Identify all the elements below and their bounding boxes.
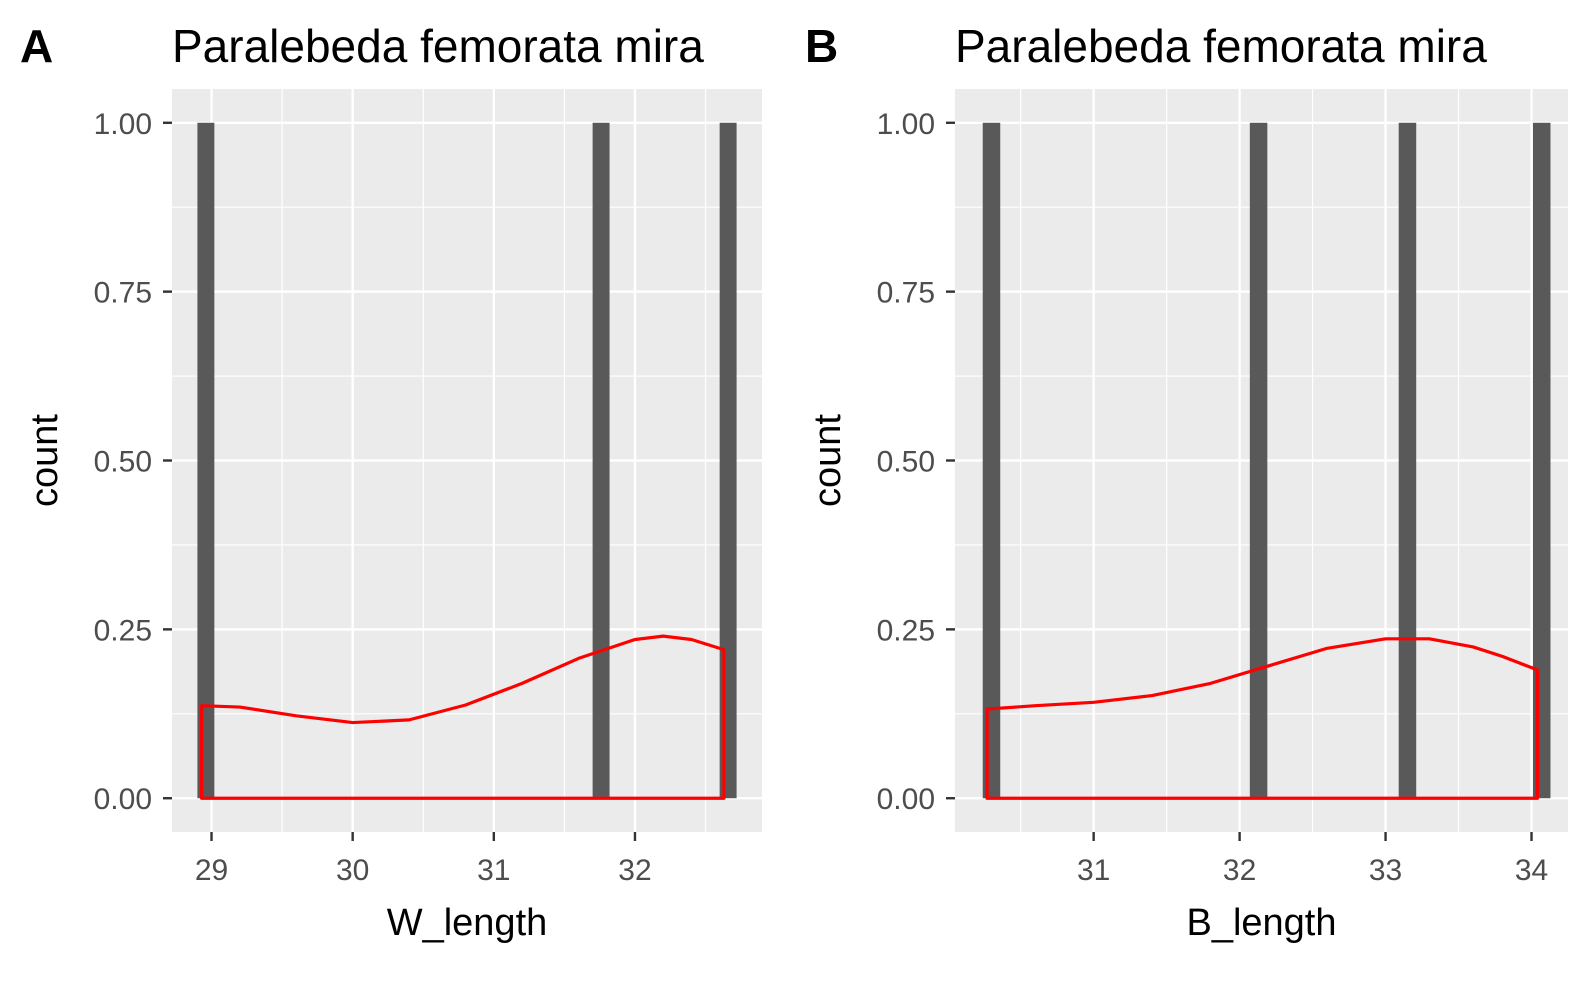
y-tick-label: 1.00 xyxy=(877,108,935,141)
y-tick-label: 0.00 xyxy=(877,783,935,816)
histogram-bar xyxy=(197,122,215,799)
histogram-bar xyxy=(982,122,1001,799)
x-tick-label: 34 xyxy=(1515,854,1548,887)
histogram-bar xyxy=(1398,122,1417,799)
histogram-bar xyxy=(1532,122,1551,799)
x-tick-label: 31 xyxy=(1077,854,1110,887)
histogram-bar xyxy=(1249,122,1268,799)
x-tick-label: 32 xyxy=(1223,854,1256,887)
y-tick-label: 0.25 xyxy=(94,614,152,647)
chart-title: Paralebeda femorata mira xyxy=(955,20,1487,72)
x-axis-title: W_length xyxy=(387,902,548,944)
x-tick-label: 31 xyxy=(477,854,510,887)
histogram-bar xyxy=(719,122,737,799)
y-tick-label: 0.00 xyxy=(94,783,152,816)
y-axis-title: count xyxy=(807,414,849,507)
x-axis-title: B_length xyxy=(1186,902,1336,944)
y-tick-label: 1.00 xyxy=(94,108,152,141)
panel-b: 0.00 0.25 0.50 0.75 1.00 31 32 33 34 B_length coun… xyxy=(805,20,1568,944)
x-tick-label: 29 xyxy=(195,854,228,887)
panel-tag: B xyxy=(805,20,838,72)
histogram-bar xyxy=(592,122,610,799)
panel-a: 0.00 0.25 0.50 0.75 1.00 29 30 31 32 W_length coun… xyxy=(20,20,762,944)
density-curve xyxy=(200,634,726,800)
panel-tag: A xyxy=(20,20,53,72)
y-tick-label: 0.50 xyxy=(877,446,935,479)
y-tick-label: 0.75 xyxy=(94,277,152,310)
y-tick-label: 0.50 xyxy=(94,446,152,479)
y-tick-label: 0.75 xyxy=(877,277,935,310)
x-tick-label: 33 xyxy=(1369,854,1402,887)
density-curve xyxy=(985,637,1539,800)
x-tick-label: 32 xyxy=(618,854,651,887)
x-tick-label: 30 xyxy=(336,854,369,887)
y-axis-title: count xyxy=(24,414,66,507)
chart-title: Paralebeda femorata mira xyxy=(172,20,704,72)
y-tick-label: 0.25 xyxy=(877,614,935,647)
